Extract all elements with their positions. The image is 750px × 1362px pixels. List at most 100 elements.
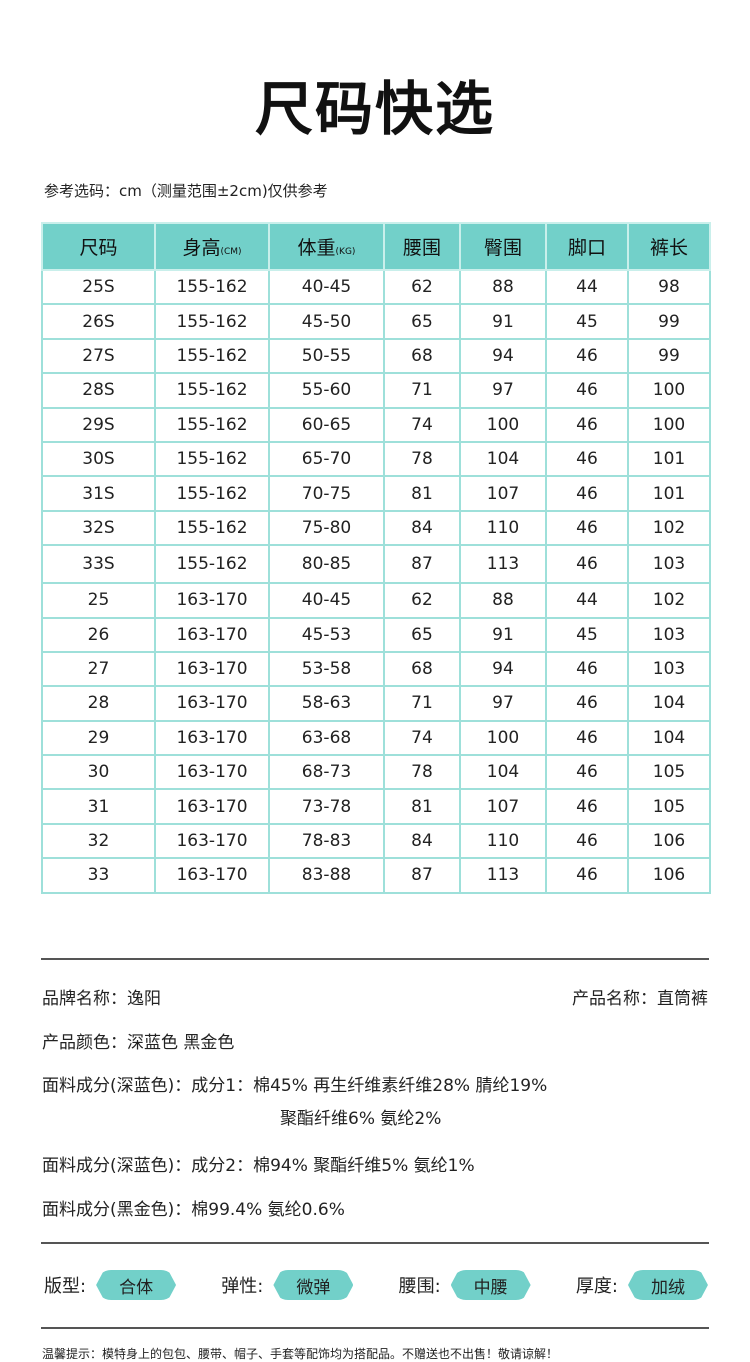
table-cell: 46 [545, 544, 629, 585]
table-cell: 88 [459, 268, 547, 306]
table-row: 30S 155-162 65-70 78 104 46 101 [41, 440, 711, 478]
table-cell: 26 [41, 616, 156, 653]
table-cell: 55-60 [268, 372, 385, 409]
table-row: 25S 155-162 40-45 62 88 44 98 [41, 268, 711, 306]
table-cell: 107 [459, 788, 547, 825]
table-cell: 81 [383, 788, 461, 825]
table-cell: 31 [41, 788, 156, 825]
table-cell: 46 [545, 788, 629, 825]
table-cell: 104 [627, 719, 711, 757]
table-cell: 94 [459, 650, 547, 688]
table-cell: 99 [627, 303, 711, 340]
table-cell: 94 [459, 337, 547, 375]
tag-thickness: 厚度: 加绒 [576, 1270, 708, 1300]
table-cell: 45-53 [268, 616, 385, 653]
table-cell: 29 [41, 719, 156, 757]
table-cell: 155-162 [154, 544, 270, 585]
table-cell: 102 [627, 509, 711, 547]
table-row: 31S 155-162 70-75 81 107 46 101 [41, 475, 711, 512]
table-cell: 65-70 [268, 440, 385, 478]
table-cell: 46 [545, 475, 629, 512]
fabric-composition-1-cont: 聚酯纤维6% 氨纶2% [280, 1109, 442, 1129]
table-cell: 45-50 [268, 303, 385, 340]
fabric-composition-1: 面料成分(深蓝色)：成分1：棉45% 再生纤维素纤维28% 腈纶19% [42, 1076, 548, 1096]
table-cell: 73-78 [268, 788, 385, 825]
table-cell: 84 [383, 509, 461, 547]
table-cell: 30S [41, 440, 156, 478]
table-cell: 155-162 [154, 337, 270, 375]
table-cell: 163-170 [154, 822, 270, 860]
table-cell: 74 [383, 719, 461, 757]
table-cell: 46 [545, 719, 629, 757]
table-cell: 80-85 [268, 544, 385, 585]
table-cell: 100 [627, 372, 711, 409]
table-cell: 27 [41, 650, 156, 688]
table-cell: 101 [627, 440, 711, 478]
table-row: 27 163-170 53-58 68 94 46 103 [41, 650, 711, 688]
tip-text: 温馨提示：模特身上的包包、腰带、帽子、手套等配饰均为搭配品。不赠送也不出售！敬请… [42, 1347, 559, 1361]
table-row: 31 163-170 73-78 81 107 46 105 [41, 788, 711, 825]
table-cell: 163-170 [154, 650, 270, 688]
table-cell: 100 [459, 406, 547, 443]
table-cell: 155-162 [154, 303, 270, 340]
table-cell: 44 [545, 268, 629, 306]
table-cell: 60-65 [268, 406, 385, 443]
table-cell: 110 [459, 509, 547, 547]
divider [41, 1327, 709, 1329]
table-cell: 32S [41, 509, 156, 547]
table-cell: 163-170 [154, 582, 270, 619]
table-cell: 70-75 [268, 475, 385, 512]
table-cell: 113 [459, 857, 547, 894]
table-cell: 163-170 [154, 616, 270, 653]
table-cell: 103 [627, 616, 711, 653]
table-cell: 103 [627, 544, 711, 585]
table-cell: 163-170 [154, 788, 270, 825]
table-cell: 91 [459, 616, 547, 653]
table-cell: 46 [545, 372, 629, 409]
table-cell: 40-45 [268, 268, 385, 306]
size-table: 尺码 身高(CM) 体重(KG) 腰围 臀围 脚口 裤长 25S 155-162 40-45 62… [41, 222, 711, 894]
fabric-composition-3: 面料成分(黑金色)：棉99.4% 氨纶0.6% [42, 1200, 345, 1220]
table-cell: 113 [459, 544, 547, 585]
column-header: 腰围 [383, 222, 461, 271]
table-cell: 155-162 [154, 440, 270, 478]
table-cell: 26S [41, 303, 156, 340]
table-cell: 45 [545, 616, 629, 653]
table-cell: 107 [459, 475, 547, 512]
table-cell: 83-88 [268, 857, 385, 894]
table-row: 28S 155-162 55-60 71 97 46 100 [41, 372, 711, 409]
table-cell: 104 [459, 440, 547, 478]
brand-name: 品牌名称：逸阳 [42, 989, 161, 1009]
table-cell: 100 [459, 719, 547, 757]
table-cell: 106 [627, 857, 711, 894]
tag-pill: 加绒 [627, 1270, 708, 1300]
table-cell: 46 [545, 650, 629, 688]
column-header: 尺码 [41, 222, 156, 271]
table-cell: 100 [627, 406, 711, 443]
table-cell: 78 [383, 440, 461, 478]
table-cell: 163-170 [154, 857, 270, 894]
table-cell: 104 [627, 685, 711, 722]
table-cell: 105 [627, 788, 711, 825]
table-row: 33S 155-162 80-85 87 113 46 103 [41, 544, 711, 585]
table-cell: 25 [41, 582, 156, 619]
table-cell: 87 [383, 857, 461, 894]
table-cell: 110 [459, 822, 547, 860]
table-cell: 27S [41, 337, 156, 375]
table-cell: 71 [383, 372, 461, 409]
table-row: 33 163-170 83-88 87 113 46 106 [41, 857, 711, 894]
divider [41, 958, 709, 960]
table-cell: 78 [383, 754, 461, 791]
table-cell: 29S [41, 406, 156, 443]
table-cell: 33 [41, 857, 156, 894]
table-cell: 105 [627, 754, 711, 791]
table-cell: 75-80 [268, 509, 385, 547]
table-cell: 97 [459, 372, 547, 409]
tag-pill: 中腰 [450, 1270, 531, 1300]
table-cell: 87 [383, 544, 461, 585]
table-row: 25 163-170 40-45 62 88 44 102 [41, 582, 711, 619]
table-cell: 71 [383, 685, 461, 722]
table-cell: 102 [627, 582, 711, 619]
table-cell: 31S [41, 475, 156, 512]
column-header: 脚口 [545, 222, 629, 271]
